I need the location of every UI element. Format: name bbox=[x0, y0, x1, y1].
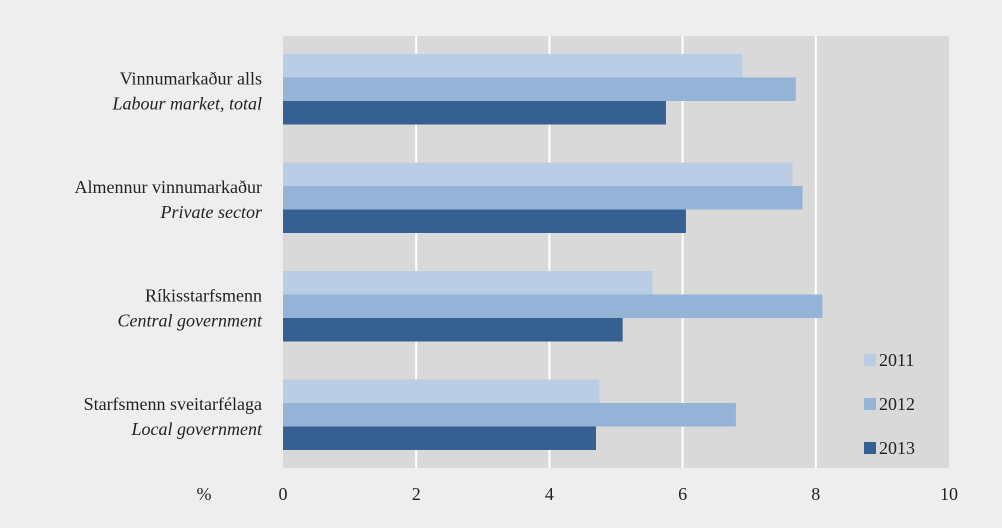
bar-2013 bbox=[283, 101, 666, 125]
x-tick-label: 2 bbox=[412, 484, 421, 504]
x-tick-label: 6 bbox=[678, 484, 687, 504]
legend-swatch-2012 bbox=[864, 398, 876, 410]
category-label: Starfsmenn sveitarfélaga bbox=[84, 394, 262, 414]
bar-2012 bbox=[283, 403, 736, 427]
bar-2012 bbox=[283, 186, 803, 210]
x-axis-unit-label: % bbox=[197, 484, 212, 504]
x-tick-label: 10 bbox=[940, 484, 958, 504]
bar-2013 bbox=[283, 426, 597, 450]
bar-2013 bbox=[283, 209, 686, 233]
legend-label-2012: 2012 bbox=[879, 394, 915, 414]
bar-2013 bbox=[283, 318, 623, 342]
category-label: Ríkisstarfsmenn bbox=[145, 285, 262, 305]
category-label: Almennur vinnumarkaður bbox=[75, 177, 262, 197]
x-tick-label: 8 bbox=[811, 484, 820, 504]
bar-2011 bbox=[283, 162, 793, 186]
bars bbox=[283, 54, 823, 450]
category-sublabel: Central government bbox=[118, 310, 263, 330]
category-sublabel: Private sector bbox=[160, 202, 263, 222]
legend-swatch-2013 bbox=[864, 442, 876, 454]
bar-2011 bbox=[283, 54, 743, 78]
legend: 2011 2012 2013 bbox=[864, 350, 915, 458]
x-tick-label: 0 bbox=[279, 484, 288, 504]
bar-2012 bbox=[283, 77, 796, 101]
bar-2011 bbox=[283, 271, 653, 295]
legend-label-2011: 2011 bbox=[879, 350, 914, 370]
bar-2012 bbox=[283, 294, 823, 318]
category-label: Vinnumarkaður alls bbox=[120, 68, 262, 88]
x-axis-ticks: 0 2 4 6 8 10 bbox=[279, 484, 959, 504]
category-sublabel: Labour market, total bbox=[111, 93, 262, 113]
x-tick-label: 4 bbox=[545, 484, 554, 504]
legend-label-2013: 2013 bbox=[879, 438, 915, 458]
category-labels: Vinnumarkaður alls Labour market, total Al… bbox=[75, 68, 263, 439]
bar-2011 bbox=[283, 379, 600, 403]
category-sublabel: Local government bbox=[131, 419, 263, 439]
legend-swatch-2011 bbox=[864, 354, 876, 366]
